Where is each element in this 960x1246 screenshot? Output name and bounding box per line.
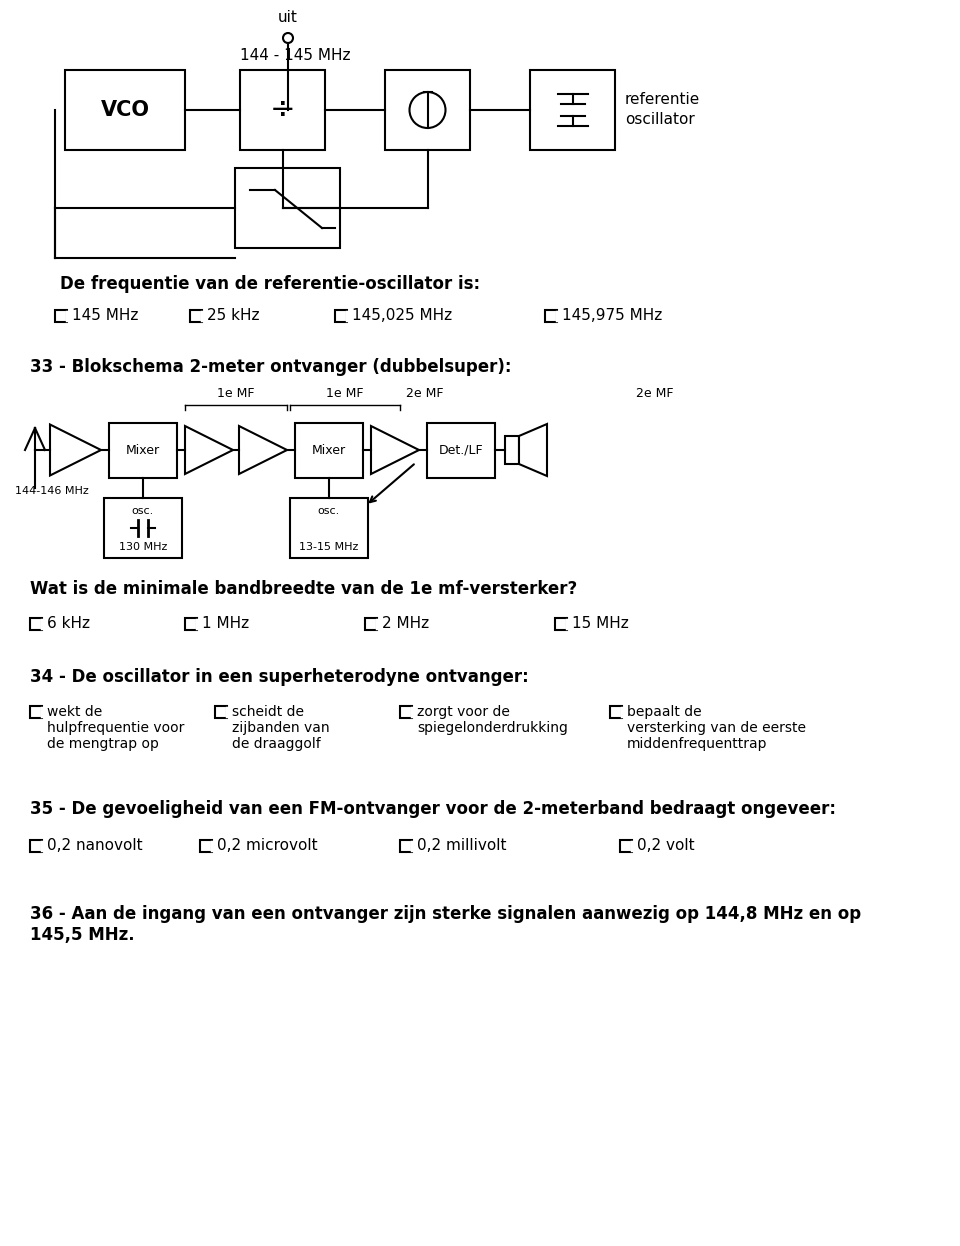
Text: middenfrequenttrap: middenfrequenttrap	[627, 736, 767, 751]
Text: 33 - Blokschema 2-meter ontvanger (dubbelsuper):: 33 - Blokschema 2-meter ontvanger (dubbe…	[30, 358, 512, 376]
Polygon shape	[50, 425, 101, 476]
Bar	[215, 706, 227, 718]
Bar	[385, 70, 470, 150]
Text: 0,2 microvolt: 0,2 microvolt	[217, 839, 318, 854]
Text: 6 kHz: 6 kHz	[47, 617, 90, 632]
Text: 2e MF: 2e MF	[406, 388, 444, 400]
Text: 144 - 145 MHz: 144 - 145 MHz	[240, 49, 350, 64]
Text: bepaalt de: bepaalt de	[627, 705, 702, 719]
Text: VCO: VCO	[101, 100, 150, 120]
Text: Det./LF: Det./LF	[439, 444, 483, 456]
Text: wekt de: wekt de	[47, 705, 103, 719]
Bar	[505, 436, 519, 464]
Bar	[240, 70, 325, 150]
Bar	[555, 618, 567, 630]
Text: oscillator: oscillator	[625, 112, 695, 127]
Text: spiegelonderdrukking: spiegelonderdrukking	[417, 721, 568, 735]
Text: zorgt voor de: zorgt voor de	[417, 705, 510, 719]
Polygon shape	[185, 426, 233, 473]
Text: 145,025 MHz: 145,025 MHz	[352, 309, 452, 324]
Bar	[365, 618, 377, 630]
Text: Mixer: Mixer	[312, 444, 346, 456]
Text: 1 MHz: 1 MHz	[202, 617, 250, 632]
Bar	[109, 422, 177, 477]
Bar	[185, 618, 197, 630]
Bar	[427, 422, 495, 477]
Text: 34 - De oscillator in een superheterodyne ontvanger:: 34 - De oscillator in een superheterodyn…	[30, 668, 529, 687]
Text: Mixer: Mixer	[126, 444, 160, 456]
Text: de mengtrap op: de mengtrap op	[47, 736, 158, 751]
Bar	[295, 422, 363, 477]
Bar	[400, 706, 412, 718]
Text: 145 MHz: 145 MHz	[72, 309, 138, 324]
Text: referentie: referentie	[625, 92, 700, 107]
Polygon shape	[519, 424, 547, 476]
Text: versterking van de eerste: versterking van de eerste	[627, 721, 806, 735]
Bar	[30, 840, 42, 852]
Bar	[400, 840, 412, 852]
Text: 0,2 millivolt: 0,2 millivolt	[417, 839, 507, 854]
Bar	[30, 706, 42, 718]
Text: hulpfrequentie voor: hulpfrequentie voor	[47, 721, 184, 735]
Text: 0,2 nanovolt: 0,2 nanovolt	[47, 839, 143, 854]
Bar	[620, 840, 632, 852]
Text: 144-146 MHz: 144-146 MHz	[15, 486, 88, 496]
Bar	[190, 310, 202, 321]
Bar	[335, 310, 347, 321]
Polygon shape	[239, 426, 287, 473]
Text: 36 - Aan de ingang van een ontvanger zijn sterke signalen aanwezig op 144,8 MHz : 36 - Aan de ingang van een ontvanger zij…	[30, 905, 861, 943]
Text: 145,975 MHz: 145,975 MHz	[562, 309, 662, 324]
Text: zijbanden van: zijbanden van	[232, 721, 329, 735]
Bar	[235, 168, 340, 248]
Text: de draaggolf: de draaggolf	[232, 736, 321, 751]
Text: uit: uit	[278, 10, 298, 25]
Text: 35 - De gevoeligheid van een FM-ontvanger voor de 2-meterband bedraagt ongeveer:: 35 - De gevoeligheid van een FM-ontvange…	[30, 800, 836, 819]
Bar	[30, 618, 42, 630]
Bar	[104, 497, 182, 557]
Bar	[545, 310, 557, 321]
Text: osc.: osc.	[318, 506, 340, 516]
Text: 1e MF: 1e MF	[217, 388, 254, 400]
Bar	[530, 70, 615, 150]
Text: 15 MHz: 15 MHz	[572, 617, 629, 632]
Text: 130 MHz: 130 MHz	[119, 542, 167, 552]
Bar	[290, 497, 368, 557]
Text: 25 kHz: 25 kHz	[207, 309, 259, 324]
Bar	[200, 840, 212, 852]
Text: 13-15 MHz: 13-15 MHz	[300, 542, 359, 552]
Text: 1e MF: 1e MF	[326, 388, 364, 400]
Text: De frequentie van de referentie-oscillator is:: De frequentie van de referentie-oscillat…	[60, 275, 480, 293]
Text: scheidt de: scheidt de	[232, 705, 304, 719]
Text: 2 MHz: 2 MHz	[382, 617, 429, 632]
Text: ÷: ÷	[270, 96, 296, 125]
Bar	[65, 70, 185, 150]
Text: osc.: osc.	[132, 506, 155, 516]
Bar	[55, 310, 67, 321]
Text: Wat is de minimale bandbreedte van de 1e mf-versterker?: Wat is de minimale bandbreedte van de 1e…	[30, 579, 577, 598]
Polygon shape	[371, 426, 419, 473]
Text: 2e MF: 2e MF	[636, 388, 674, 400]
Bar	[610, 706, 622, 718]
Text: 0,2 volt: 0,2 volt	[637, 839, 695, 854]
